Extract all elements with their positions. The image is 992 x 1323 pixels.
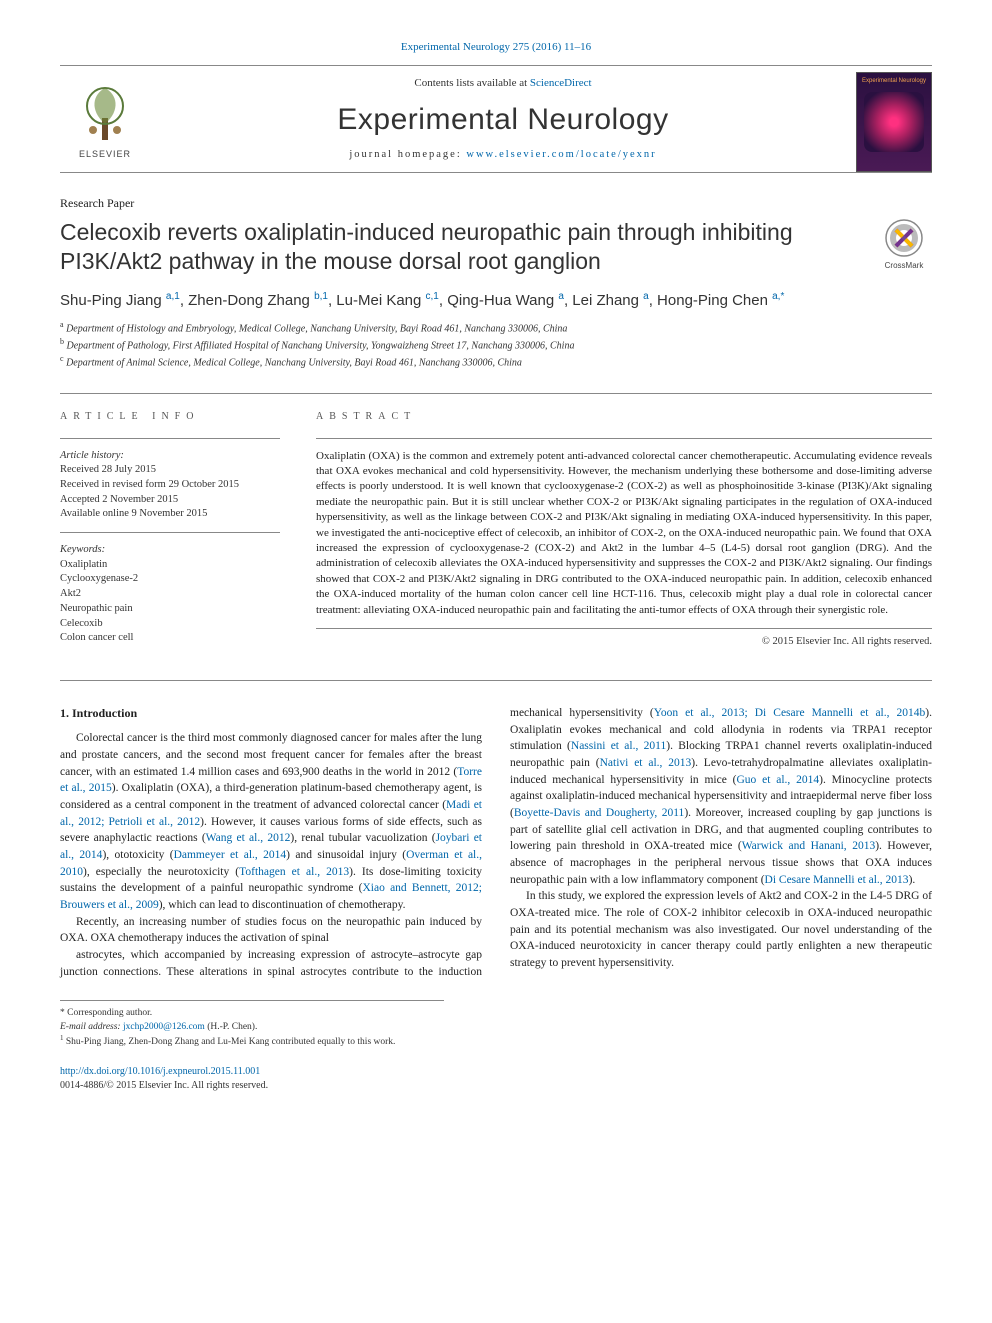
crossmark-badge[interactable]: CrossMark — [876, 218, 932, 271]
homepage-link[interactable]: www.elsevier.com/locate/yexnr — [466, 149, 656, 160]
elsevier-tree-icon — [75, 84, 135, 144]
affiliation-line: c Department of Animal Science, Medical … — [60, 353, 932, 370]
contents-text: Contents lists available at — [414, 77, 529, 89]
inline-ref[interactable]: Di Cesare Mannelli et al., 2013 — [765, 874, 909, 886]
crossmark-label: CrossMark — [885, 261, 924, 270]
article-info-heading: article info — [60, 410, 280, 424]
abstract-copyright: © 2015 Elsevier Inc. All rights reserved… — [316, 635, 932, 650]
abstract-text: Oxaliplatin (OXA) is the common and extr… — [316, 449, 932, 629]
publisher-logo: ELSEVIER — [60, 72, 150, 172]
article-type: Research Paper — [60, 195, 932, 212]
body-para-2: Recently, an increasing number of studie… — [60, 914, 482, 947]
homepage-label: journal homepage: — [349, 149, 466, 160]
inline-ref[interactable]: Nassini et al., 2011 — [571, 740, 666, 752]
keyword: Colon cancer cell — [60, 631, 280, 646]
keyword: Cyclooxygenase-2 — [60, 572, 280, 587]
email-line: E-mail address: jxchp2000@126.com (H.-P.… — [60, 1021, 444, 1034]
cover-art-icon — [864, 92, 924, 152]
inline-ref[interactable]: Madi et al., 2012; Petrioli et al., 2012 — [60, 799, 482, 828]
keyword: Akt2 — [60, 587, 280, 602]
inline-ref[interactable]: Warwick and Hanani, 2013 — [742, 840, 875, 852]
affiliation-line: b Department of Pathology, First Affilia… — [60, 336, 932, 353]
issn-line: 0014-4886/© 2015 Elsevier Inc. All right… — [60, 1080, 268, 1091]
footnotes: * Corresponding author. E-mail address: … — [60, 1000, 444, 1049]
author-list: Shu-Ping Jiang a,1, Zhen-Dong Zhang b,1,… — [60, 290, 932, 311]
keyword: Oxaliplatin — [60, 558, 280, 573]
equal-contrib-text: Shu-Ping Jiang, Zhen-Dong Zhang and Lu-M… — [66, 1037, 396, 1047]
cover-label: Experimental Neurology — [862, 77, 926, 85]
journal-homepage: journal homepage: www.elsevier.com/locat… — [168, 148, 838, 163]
history-line: Received 28 July 2015 — [60, 463, 280, 478]
doi-link[interactable]: http://dx.doi.org/10.1016/j.expneurol.20… — [60, 1066, 260, 1077]
email-suffix: (H.-P. Chen). — [205, 1022, 258, 1032]
citation-link[interactable]: Experimental Neurology 275 (2016) 11–16 — [401, 41, 591, 53]
sciencedirect-link[interactable]: ScienceDirect — [530, 77, 592, 89]
keyword: Neuropathic pain — [60, 602, 280, 617]
history-line: Accepted 2 November 2015 — [60, 493, 280, 508]
article-info: article info Article history: Received 2… — [60, 410, 280, 666]
abstract: abstract Oxaliplatin (OXA) is the common… — [316, 410, 932, 666]
article-title: Celecoxib reverts oxaliplatin-induced ne… — [60, 218, 862, 276]
keyword: Celecoxib — [60, 617, 280, 632]
inline-ref[interactable]: Nativi et al., 2013 — [600, 757, 692, 769]
crossmark-icon — [884, 218, 924, 258]
masthead: ELSEVIER Contents lists available at Sci… — [60, 66, 932, 173]
email-label: E-mail address: — [60, 1022, 123, 1032]
inline-ref[interactable]: Xiao and Bennett, 2012; Brouwers et al.,… — [60, 882, 482, 911]
rule-mid — [60, 680, 932, 681]
inline-ref[interactable]: Tofthagen et al., 2013 — [239, 866, 349, 878]
section-1-heading: 1. Introduction — [60, 705, 482, 722]
bottom-matter: http://dx.doi.org/10.1016/j.expneurol.20… — [60, 1065, 932, 1093]
inline-ref[interactable]: Guo et al., 2014 — [736, 774, 819, 786]
inline-ref[interactable]: Boyette-Davis and Dougherty, 2011 — [514, 807, 684, 819]
email-link[interactable]: jxchp2000@126.com — [123, 1022, 205, 1032]
journal-name: Experimental Neurology — [168, 99, 838, 141]
history-label: Article history: — [60, 449, 280, 464]
history-line: Available online 9 November 2015 — [60, 507, 280, 522]
history-line: Received in revised form 29 October 2015 — [60, 478, 280, 493]
inline-ref[interactable]: Yoon et al., 2013; Di Cesare Mannelli et… — [654, 707, 926, 719]
keywords-label: Keywords: — [60, 543, 280, 558]
inline-ref[interactable]: Dammeyer et al., 2014 — [174, 849, 287, 861]
corresponding-author: * Corresponding author. — [60, 1007, 444, 1020]
equal-contrib: 1 Shu-Ping Jiang, Zhen-Dong Zhang and Lu… — [60, 1034, 444, 1049]
affiliation-line: a Department of Histology and Embryology… — [60, 319, 932, 336]
body-para-4: In this study, we explored the expressio… — [510, 888, 932, 971]
top-citation: Experimental Neurology 275 (2016) 11–16 — [60, 40, 932, 55]
abstract-heading: abstract — [316, 410, 932, 424]
body-para-1: Colorectal cancer is the third most comm… — [60, 730, 482, 913]
contents-line: Contents lists available at ScienceDirec… — [168, 76, 838, 91]
publisher-name: ELSEVIER — [79, 148, 131, 161]
journal-cover-thumb: Experimental Neurology — [856, 72, 932, 172]
inline-ref[interactable]: Torre et al., 2015 — [60, 766, 482, 795]
affiliations: a Department of Histology and Embryology… — [60, 319, 932, 371]
body-text: 1. Introduction Colorectal cancer is the… — [60, 705, 932, 980]
masthead-center: Contents lists available at ScienceDirec… — [168, 72, 838, 172]
inline-ref[interactable]: Wang et al., 2012 — [206, 832, 291, 844]
